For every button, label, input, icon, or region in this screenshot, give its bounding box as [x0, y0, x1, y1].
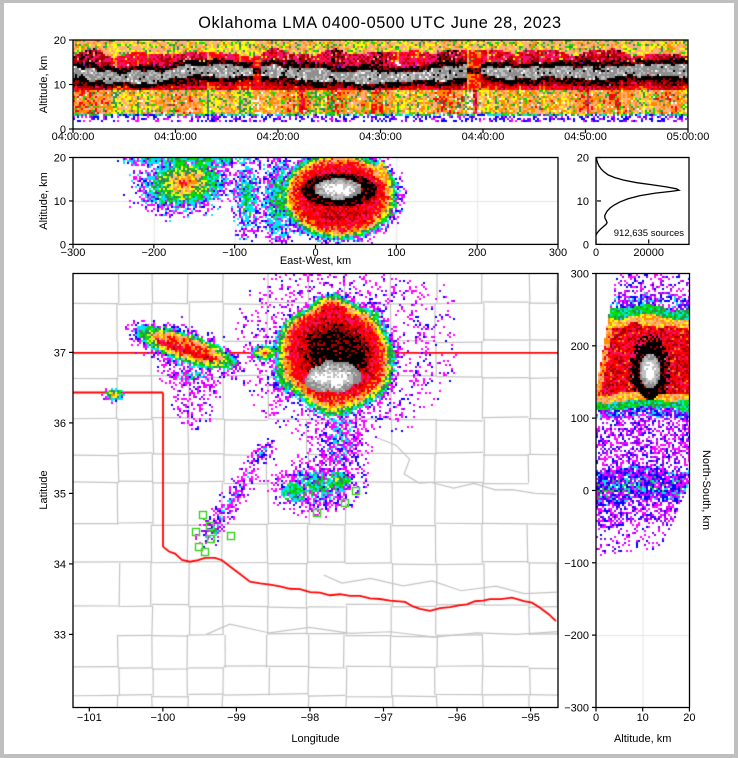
svg-text:0: 0 [593, 712, 599, 724]
svg-text:05:00:00: 05:00:00 [667, 131, 710, 143]
svg-text:200: 200 [571, 341, 589, 353]
svg-text:Altitude, km: Altitude, km [38, 56, 50, 113]
svg-text:20: 20 [577, 153, 589, 165]
svg-text:−300: −300 [61, 247, 86, 259]
svg-text:34: 34 [54, 559, 66, 571]
svg-text:300: 300 [549, 247, 567, 259]
svg-text:Latitude: Latitude [38, 470, 50, 509]
svg-text:−100: −100 [222, 247, 247, 259]
svg-text:04:10:00: 04:10:00 [154, 131, 197, 143]
svg-text:04:20:00: 04:20:00 [257, 131, 300, 143]
svg-text:−200: −200 [564, 630, 589, 642]
svg-text:04:50:00: 04:50:00 [564, 131, 607, 143]
svg-text:04:40:00: 04:40:00 [462, 131, 505, 143]
svg-text:North-South, km: North-South, km [700, 450, 712, 530]
svg-text:Oklahoma LMA 0400-0500 UTC Jun: Oklahoma LMA 0400-0500 UTC June 28, 2023 [198, 14, 561, 32]
svg-text:0: 0 [583, 239, 589, 251]
svg-text:300: 300 [571, 269, 589, 281]
svg-text:35: 35 [54, 488, 66, 500]
svg-text:20: 20 [54, 35, 66, 47]
svg-text:−101: −101 [77, 712, 102, 724]
svg-text:10: 10 [54, 196, 66, 208]
svg-text:100: 100 [387, 247, 405, 259]
svg-text:04:00:00: 04:00:00 [52, 131, 95, 143]
svg-text:−300: −300 [564, 702, 589, 714]
svg-text:0: 0 [312, 247, 318, 259]
svg-text:10: 10 [637, 712, 649, 724]
svg-text:20000: 20000 [633, 247, 664, 259]
svg-text:912,635 sources: 912,635 sources [614, 228, 684, 239]
svg-text:20: 20 [683, 712, 695, 724]
svg-text:Longitude: Longitude [291, 733, 339, 745]
svg-text:33: 33 [54, 629, 66, 641]
svg-text:−200: −200 [141, 247, 166, 259]
svg-text:200: 200 [468, 247, 486, 259]
svg-text:10: 10 [577, 196, 589, 208]
svg-text:−100: −100 [150, 712, 175, 724]
svg-text:10: 10 [54, 80, 66, 92]
svg-text:0: 0 [583, 485, 589, 497]
svg-text:−97: −97 [374, 712, 393, 724]
svg-text:0: 0 [60, 239, 66, 251]
svg-text:Altitude, km: Altitude, km [614, 733, 671, 745]
svg-text:−99: −99 [227, 712, 246, 724]
svg-text:36: 36 [54, 418, 66, 430]
svg-text:−95: −95 [521, 712, 540, 724]
svg-text:Altitude, km: Altitude, km [38, 172, 50, 229]
svg-text:0: 0 [593, 247, 599, 259]
svg-text:−96: −96 [448, 712, 467, 724]
svg-text:37: 37 [54, 347, 66, 359]
svg-text:−98: −98 [301, 712, 320, 724]
svg-text:20: 20 [54, 153, 66, 165]
svg-text:0: 0 [60, 124, 66, 136]
svg-text:East-West, km: East-West, km [280, 255, 351, 267]
svg-text:100: 100 [571, 413, 589, 425]
svg-text:−100: −100 [564, 558, 589, 570]
svg-text:04:30:00: 04:30:00 [359, 131, 402, 143]
